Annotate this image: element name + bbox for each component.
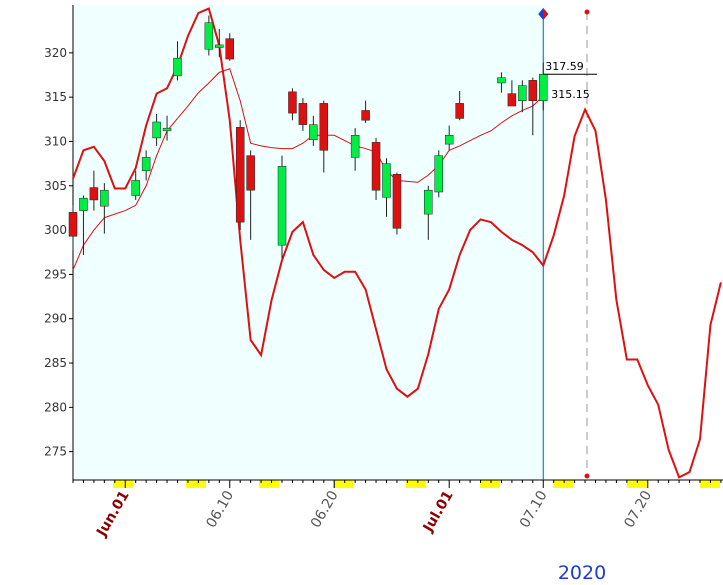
weekend-marker [700,480,720,488]
divider-marker [584,9,590,15]
weekend-marker [186,480,206,488]
candle-body [89,187,99,201]
candle-body [225,38,234,60]
candle-body [235,127,245,223]
candle-body [319,103,329,151]
candle-body [131,180,140,196]
current-marker-half [543,8,549,20]
candle-body [444,135,454,145]
y-tick-label: 300 [44,223,67,237]
candle-body [204,22,214,50]
y-tick-label: 310 [44,134,67,148]
x-tick-label: 06.20 [308,488,342,531]
y-tick-label: 315 [44,90,67,104]
indicator-line [72,68,544,271]
divider-marker [584,473,590,479]
y-tick-label: 290 [44,312,67,326]
weekend-marker [333,480,353,488]
candle-body [141,157,151,171]
candle-body [424,189,433,215]
year-label: 2020 [558,562,606,584]
weekend-marker [113,480,133,488]
y-tick-label: 305 [44,179,67,193]
candle-body [382,163,391,198]
x-tick-label: 06.10 [203,488,237,531]
x-tick-label: Jul.01 [420,488,457,536]
weekend-marker [627,480,647,488]
candle-body [518,85,527,101]
candle-body [528,80,538,101]
ma-label: 315.15 [551,88,590,101]
candle-body [507,93,517,107]
candle-body [298,103,308,125]
weekend-marker [406,480,426,488]
weekend-marker [480,480,500,488]
candle-body [539,73,548,101]
candle-body [288,91,297,114]
candle-body [100,189,109,207]
candle-body [455,103,464,119]
y-tick-label: 285 [44,356,67,370]
candle-body [215,44,224,48]
x-tick-label: Jun.01 [93,488,132,540]
weekend-marker [553,480,573,488]
weekend-markers [113,480,720,488]
candle-body [361,110,370,121]
weekend-marker [259,480,279,488]
y-tick-label: 275 [44,445,67,459]
candle-body [277,166,287,246]
candle-body [309,124,318,140]
candle-body [152,121,161,139]
indicator-line [72,7,722,479]
candle-body [173,57,182,77]
candle-body [68,212,78,237]
x-tick-label: 07.20 [621,488,655,531]
candle-body [162,127,172,132]
y-tick-label: 280 [44,400,67,414]
y-tick-label: 295 [44,267,67,281]
candle-body [392,174,402,229]
y-tick-label: 320 [44,46,67,60]
close-label: 317.59 [545,60,584,73]
candle-body [246,155,255,191]
candle-body [350,135,360,158]
x-tick-label: 07.10 [517,488,551,531]
candle-body [434,155,443,193]
candle-body [371,142,381,191]
candle-body [497,77,506,84]
candle-body [79,197,88,211]
